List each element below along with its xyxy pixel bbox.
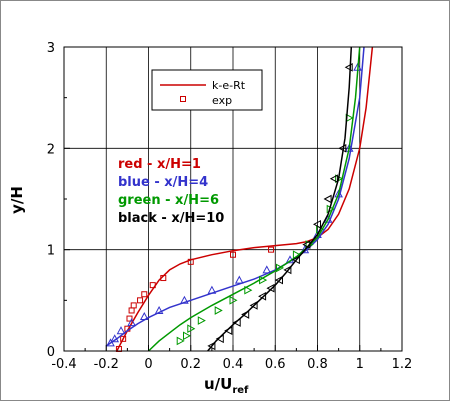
legend-marker-swatch <box>180 96 186 102</box>
data-point-marker <box>305 240 314 249</box>
x-tick-label: 1.2 <box>392 357 413 372</box>
data-point-marker <box>224 326 233 336</box>
data-point-marker <box>268 246 275 253</box>
data-point-marker <box>312 219 321 229</box>
data-point-marker <box>137 297 144 304</box>
data-point-marker <box>300 245 310 254</box>
y-tick-label: 0 <box>47 345 55 360</box>
x-tick-label: 0.8 <box>307 357 328 372</box>
data-point-marker <box>215 334 224 344</box>
x-tick-label: 0.2 <box>180 357 201 372</box>
data-point-marker <box>274 275 283 285</box>
data-point-marker <box>244 285 253 295</box>
data-point-marker <box>229 295 238 305</box>
data-point-marker <box>230 251 236 258</box>
data-point-marker <box>329 174 338 184</box>
annotation-red: red - x/H=1 <box>118 157 201 172</box>
data-point-marker <box>120 335 127 342</box>
x-axis-title: u/Uref <box>204 375 249 396</box>
data-point-marker <box>266 283 275 293</box>
data-point-marker <box>180 295 189 304</box>
data-point-marker <box>160 275 167 282</box>
y-axis-title: y/H <box>8 186 26 214</box>
annotation-green: green - x/H=6 <box>118 193 219 208</box>
data-point-marker <box>276 263 285 273</box>
data-point-marker <box>154 305 164 314</box>
data-point-marker <box>106 338 115 347</box>
annotation-black: black - x/H=10 <box>118 211 224 226</box>
data-point-marker <box>283 265 292 275</box>
data-point-marker <box>126 315 133 322</box>
x-tick-label: 0.6 <box>265 357 286 372</box>
x-tick-label: 0 <box>144 357 152 372</box>
data-point-marker <box>197 316 206 325</box>
x-tick-label: 0.4 <box>223 357 244 372</box>
data-point-marker <box>232 318 241 327</box>
legend-label-exp: exp <box>212 94 232 107</box>
annotation-block: red - x/H=1 blue - x/H=4 green - x/H=6 b… <box>118 157 224 226</box>
data-point-marker <box>127 318 136 327</box>
data-point-marker <box>176 336 185 346</box>
x-axis-title-main: u/U <box>204 375 232 393</box>
annotation-blue: blue - x/H=4 <box>118 175 208 190</box>
data-point-marker <box>116 326 126 335</box>
data-point-marker <box>249 301 258 310</box>
x-tick-label: 1 <box>356 357 364 372</box>
data-point-marker <box>207 341 216 351</box>
data-point-marker <box>130 302 137 309</box>
x-axis-title-sub: ref <box>232 385 249 396</box>
data-point-marker <box>234 275 244 284</box>
data-point-marker <box>214 306 223 315</box>
data-point-marker <box>110 334 120 343</box>
data-point-marker <box>302 240 311 249</box>
y-tick-label: 2 <box>47 142 55 157</box>
data-point-marker <box>334 189 343 198</box>
data-point-marker <box>344 62 353 72</box>
data-point-marker <box>258 291 267 301</box>
data-point-marker <box>149 282 156 289</box>
data-point-marker <box>338 143 347 153</box>
data-point-marker <box>183 331 192 341</box>
data-point-marker <box>139 311 149 320</box>
series-line <box>207 46 353 352</box>
tick-layer: -0.4 -0.2 0 0.2 0.4 0.6 0.8 1 1.2 0 1 2 3 <box>47 41 413 372</box>
data-point-marker <box>187 324 196 334</box>
y-tick-label: 1 <box>47 244 55 259</box>
y-tick-label: 3 <box>47 41 55 56</box>
data-point-marker <box>141 291 148 298</box>
data-point-marker <box>207 285 217 294</box>
data-point-marker <box>262 265 272 274</box>
data-point-marker <box>292 250 301 260</box>
data-point-marker <box>323 194 332 204</box>
data-point-marker <box>241 310 250 319</box>
x-tick-label: -0.2 <box>94 357 119 372</box>
legend-box <box>151 69 263 111</box>
data-point-marker <box>259 275 268 285</box>
data-point-marker <box>187 258 194 265</box>
series-line <box>105 46 365 347</box>
x-tick-label: -0.4 <box>51 357 76 372</box>
data-point-marker <box>291 255 300 265</box>
legend: k-e-Rt exp <box>151 69 263 111</box>
legend-label-model: k-e-Rt <box>212 79 246 92</box>
